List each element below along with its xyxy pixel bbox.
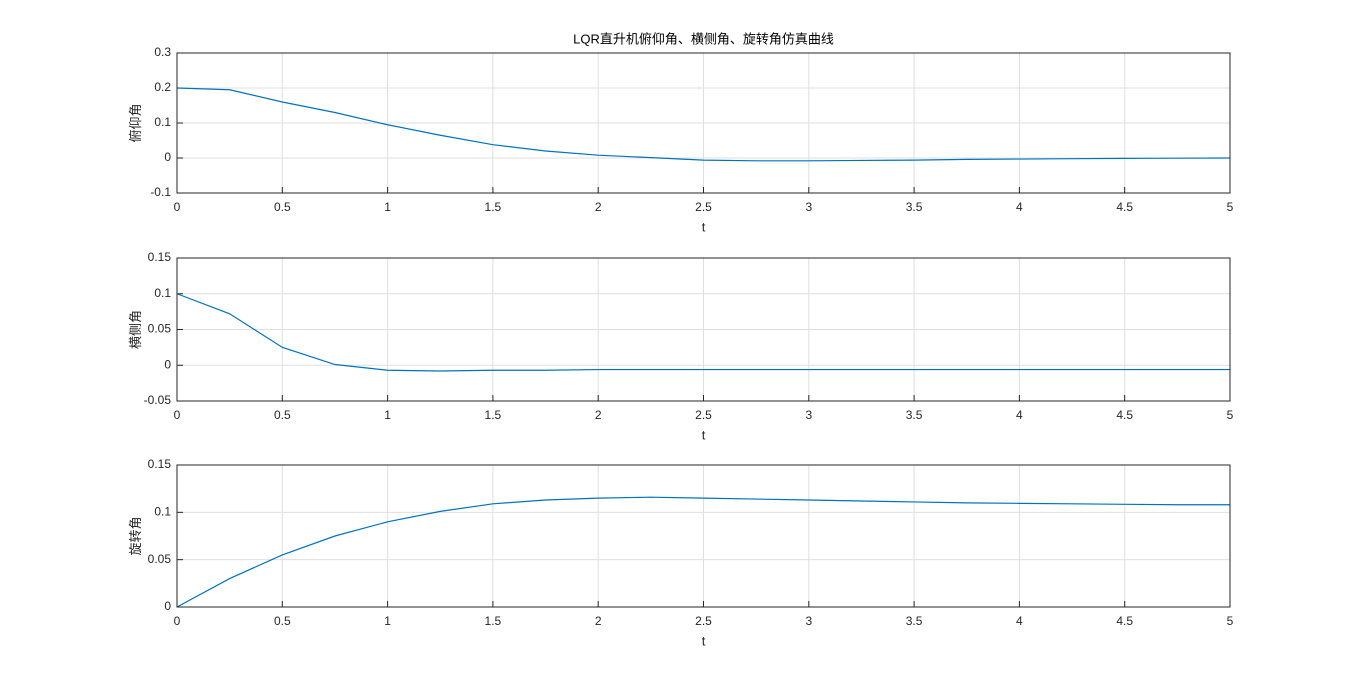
x-axis-label: t	[702, 427, 706, 442]
x-tick-label: 4	[1016, 408, 1023, 422]
x-tick-label: 2.5	[695, 200, 712, 214]
x-tick-label: 2.5	[695, 408, 712, 422]
x-tick-label: 4	[1016, 200, 1023, 214]
x-tick-label: 4.5	[1116, 614, 1133, 628]
x-tick-label: 2	[595, 408, 602, 422]
y-tick-label: 0	[164, 150, 171, 164]
x-tick-label: 1	[384, 408, 391, 422]
x-tick-label: 3.5	[906, 200, 923, 214]
y-tick-label: -0.05	[144, 393, 172, 407]
axes-box	[176, 464, 1231, 608]
y-tick-label: 0.05	[148, 322, 172, 336]
x-tick-label: 0.5	[274, 408, 291, 422]
x-tick-label: 3.5	[906, 408, 923, 422]
x-tick-label: 0.5	[274, 200, 291, 214]
y-tick-label: 0.05	[148, 552, 172, 566]
x-tick-label: 3.5	[906, 614, 923, 628]
x-tick-label: 0	[174, 408, 181, 422]
y-axis-label: 俯仰角	[128, 103, 143, 142]
x-tick-label: 1.5	[485, 200, 502, 214]
y-tick-label: -0.1	[150, 185, 171, 199]
x-tick-label: 4.5	[1116, 200, 1133, 214]
x-tick-label: 2.5	[695, 614, 712, 628]
x-tick-label: 1.5	[485, 614, 502, 628]
line-series	[176, 293, 1230, 372]
y-tick-label: 0.15	[148, 250, 172, 264]
x-tick-label: 1	[384, 614, 391, 628]
x-tick-label: 3	[805, 614, 812, 628]
y-tick-label: 0.2	[154, 80, 171, 94]
x-tick-label: 0	[174, 200, 181, 214]
x-tick-label: 5	[1227, 614, 1234, 628]
x-tick-label: 3	[805, 200, 812, 214]
y-tick-label: 0.3	[154, 45, 171, 59]
x-tick-label: 4.5	[1116, 408, 1133, 422]
x-axis-label: t	[702, 219, 706, 234]
chart-title: LQR直升机俯仰角、横侧角、旋转角仿真曲线	[573, 31, 834, 46]
x-tick-label: 5	[1227, 200, 1234, 214]
y-tick-label: 0.1	[154, 505, 171, 519]
x-tick-label: 4	[1016, 614, 1023, 628]
y-axis-label: 横侧角	[128, 310, 143, 349]
y-axis-label: 旋转角	[128, 516, 143, 555]
y-tick-label: 0.1	[154, 286, 171, 300]
x-tick-label: 2	[595, 200, 602, 214]
y-tick-label: 0.1	[154, 115, 171, 129]
y-tick-label: 0	[164, 357, 171, 371]
x-tick-label: 5	[1227, 408, 1234, 422]
x-axis-label: t	[702, 633, 706, 648]
x-tick-label: 2	[595, 614, 602, 628]
x-tick-label: 0.5	[274, 614, 291, 628]
x-tick-label: 0	[174, 614, 181, 628]
y-tick-label: 0	[164, 599, 171, 613]
axes-box	[176, 52, 1231, 194]
x-tick-label: 1.5	[485, 408, 502, 422]
x-tick-label: 1	[384, 200, 391, 214]
axes-box	[176, 257, 1231, 402]
x-tick-label: 3	[805, 408, 812, 422]
line-series	[176, 496, 1230, 608]
y-tick-label: 0.15	[148, 457, 172, 471]
line-series	[176, 87, 1231, 162]
